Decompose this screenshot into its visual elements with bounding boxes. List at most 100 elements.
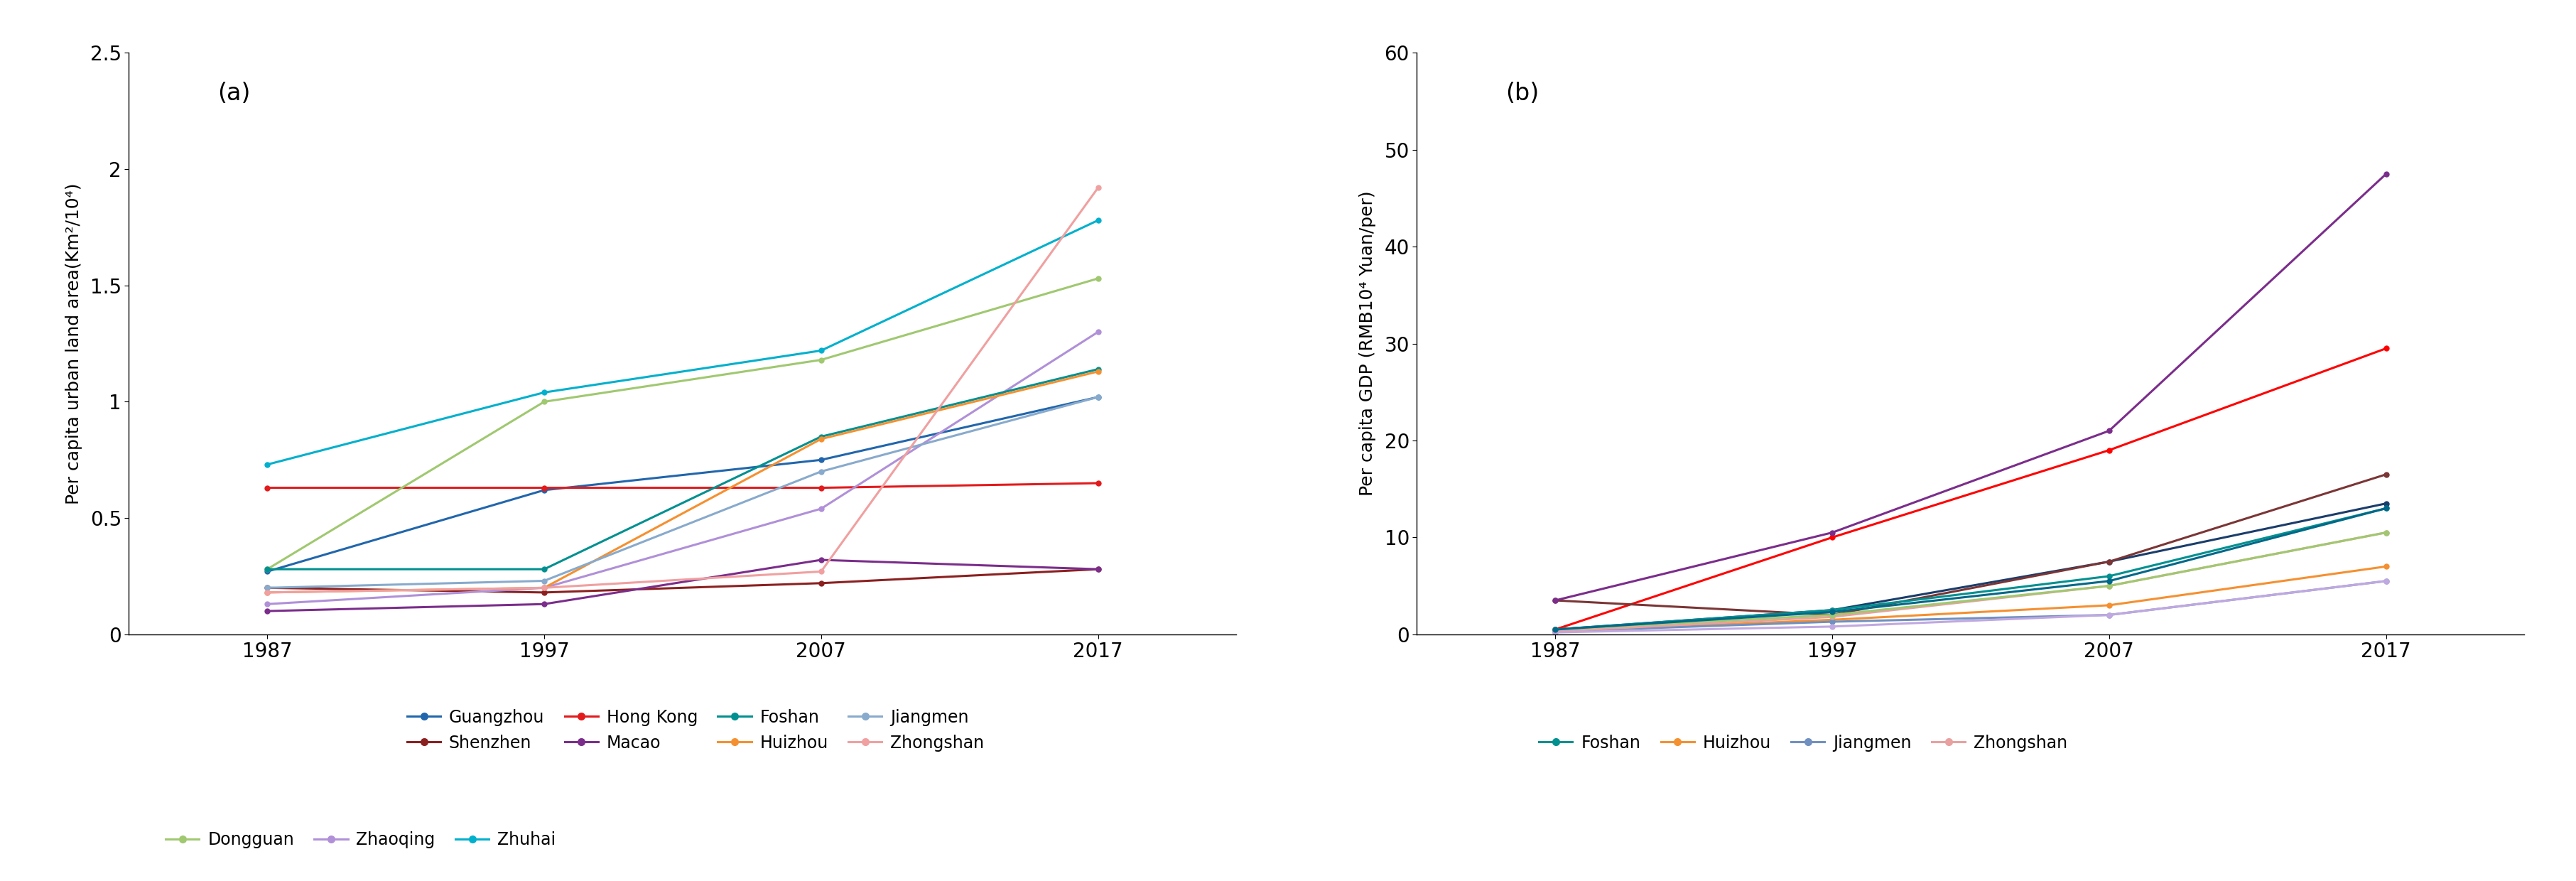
Line: Macao: Macao — [265, 558, 1100, 613]
Line: Zhongshan: Zhongshan — [1553, 530, 2388, 634]
Hong Kong — [1540, 596, 1571, 606]
Zhuhai — [806, 345, 837, 356]
Line: Jiangmen: Jiangmen — [265, 395, 1100, 590]
Huizhou — [1540, 626, 1571, 637]
Foshan — [1540, 624, 1571, 634]
Y-axis label: Per capita GDP (RMB10⁴ Yuan/per): Per capita GDP (RMB10⁴ Yuan/per) — [1360, 191, 1376, 496]
Foshan — [806, 432, 837, 442]
Zhaoqing — [1082, 327, 1113, 337]
Dongguan — [1540, 624, 1571, 634]
Huizhou — [806, 433, 837, 444]
Zhongshan — [2370, 527, 2401, 537]
Dongguan — [252, 564, 283, 574]
Foshan — [2370, 503, 2401, 514]
Zhongshan — [528, 582, 559, 593]
Zhaoqing — [806, 503, 837, 514]
Macao — [2370, 169, 2401, 180]
Huizhou — [1082, 366, 1113, 377]
Guangzhou — [2094, 557, 2125, 567]
Huizhou — [252, 587, 283, 597]
Line: Shenzhen: Shenzhen — [1553, 346, 2388, 632]
Line: Zhuhai: Zhuhai — [1553, 506, 2388, 632]
Zhongshan — [1540, 626, 1571, 637]
Shenzhen — [2370, 343, 2401, 353]
Line: Huizhou: Huizhou — [265, 369, 1100, 595]
Hong Kong — [252, 483, 283, 493]
Guangzhou — [1082, 392, 1113, 403]
Guangzhou — [1540, 624, 1571, 634]
Zhongshan — [2094, 581, 2125, 591]
Macao — [1540, 596, 1571, 606]
Y-axis label: Per capita urban land area(Km²/10⁴): Per capita urban land area(Km²/10⁴) — [64, 183, 82, 504]
Zhongshan — [1082, 182, 1113, 193]
Foshan — [1816, 604, 1847, 615]
Macao — [252, 606, 283, 617]
Guangzhou — [2370, 498, 2401, 508]
Dongguan — [2094, 581, 2125, 591]
Zhuhai — [1082, 215, 1113, 226]
Macao — [1816, 527, 1847, 537]
Zhaoqing — [1816, 621, 1847, 632]
Line: Dongguan: Dongguan — [1553, 530, 2388, 632]
Hong Kong — [528, 483, 559, 493]
Dongguan — [1082, 273, 1113, 284]
Zhongshan — [252, 587, 283, 597]
Zhuhai — [1816, 607, 1847, 618]
Zhaoqing — [2370, 576, 2401, 587]
Dongguan — [806, 354, 837, 365]
Shenzhen — [1540, 624, 1571, 634]
Jiangmen — [1816, 617, 1847, 627]
Jiangmen — [806, 466, 837, 477]
Jiangmen — [1082, 392, 1113, 403]
Guangzhou — [252, 566, 283, 577]
Zhongshan — [1816, 611, 1847, 622]
Foshan — [2094, 571, 2125, 581]
Line: Guangzhou: Guangzhou — [1553, 501, 2388, 632]
Macao — [2094, 426, 2125, 436]
Zhuhai — [528, 387, 559, 397]
Huizhou — [2370, 561, 2401, 572]
Legend: Dongguan, Zhaoqing, Zhuhai: Dongguan, Zhaoqing, Zhuhai — [160, 825, 562, 855]
Huizhou — [1816, 615, 1847, 626]
Zhaoqing — [2094, 610, 2125, 620]
Hong Kong — [2094, 557, 2125, 567]
Zhaoqing — [528, 582, 559, 593]
Dongguan — [1816, 610, 1847, 620]
Guangzhou — [806, 455, 837, 465]
Line: Zhaoqing: Zhaoqing — [265, 329, 1100, 606]
Hong Kong — [2370, 469, 2401, 479]
Legend: Foshan, Huizhou, Jiangmen, Zhongshan: Foshan, Huizhou, Jiangmen, Zhongshan — [1533, 728, 2074, 758]
Zhongshan — [806, 566, 837, 577]
Shenzhen — [1082, 564, 1113, 574]
Foshan — [528, 564, 559, 574]
Line: Zhaoqing: Zhaoqing — [1553, 579, 2388, 635]
Jiangmen — [528, 575, 559, 586]
Jiangmen — [252, 582, 283, 593]
Macao — [528, 599, 559, 610]
Shenzhen — [1816, 532, 1847, 543]
Jiangmen — [1540, 626, 1571, 637]
Macao — [1082, 564, 1113, 574]
Guangzhou — [528, 485, 559, 495]
Foshan — [1082, 364, 1113, 374]
Foshan — [252, 564, 283, 574]
Line: Foshan: Foshan — [265, 366, 1100, 572]
Huizhou — [2094, 600, 2125, 611]
Zhuhai — [1540, 624, 1571, 634]
Hong Kong — [1816, 610, 1847, 620]
Line: Huizhou: Huizhou — [1553, 564, 2388, 634]
Shenzhen — [528, 587, 559, 597]
Zhuhai — [252, 459, 283, 470]
Line: Hong Kong: Hong Kong — [1553, 472, 2388, 618]
Line: Jiangmen: Jiangmen — [1553, 579, 2388, 634]
Shenzhen — [252, 582, 283, 593]
Jiangmen — [2370, 576, 2401, 587]
Line: Zhongshan: Zhongshan — [265, 185, 1100, 595]
Zhaoqing — [252, 599, 283, 610]
Line: Shenzhen: Shenzhen — [265, 566, 1100, 595]
Legend: Guangzhou, Shenzhen, Hong Kong, Macao, Foshan, Huizhou, Jiangmen, Zhongshan: Guangzhou, Shenzhen, Hong Kong, Macao, F… — [399, 702, 992, 758]
Text: (a): (a) — [216, 82, 250, 106]
Hong Kong — [806, 483, 837, 493]
Shenzhen — [2094, 445, 2125, 455]
Text: (b): (b) — [1504, 82, 1538, 106]
